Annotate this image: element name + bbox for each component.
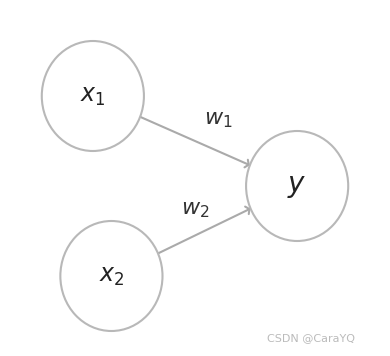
Text: $w_2$: $w_2$: [181, 198, 209, 220]
Text: $y$: $y$: [287, 173, 307, 199]
Text: $x_1$: $x_1$: [80, 84, 106, 108]
Circle shape: [246, 131, 348, 241]
Text: $w_1$: $w_1$: [204, 108, 232, 130]
Circle shape: [42, 41, 144, 151]
Circle shape: [60, 221, 163, 331]
Text: CSDN @CaraYQ: CSDN @CaraYQ: [267, 333, 355, 343]
Text: $x_2$: $x_2$: [99, 265, 124, 288]
